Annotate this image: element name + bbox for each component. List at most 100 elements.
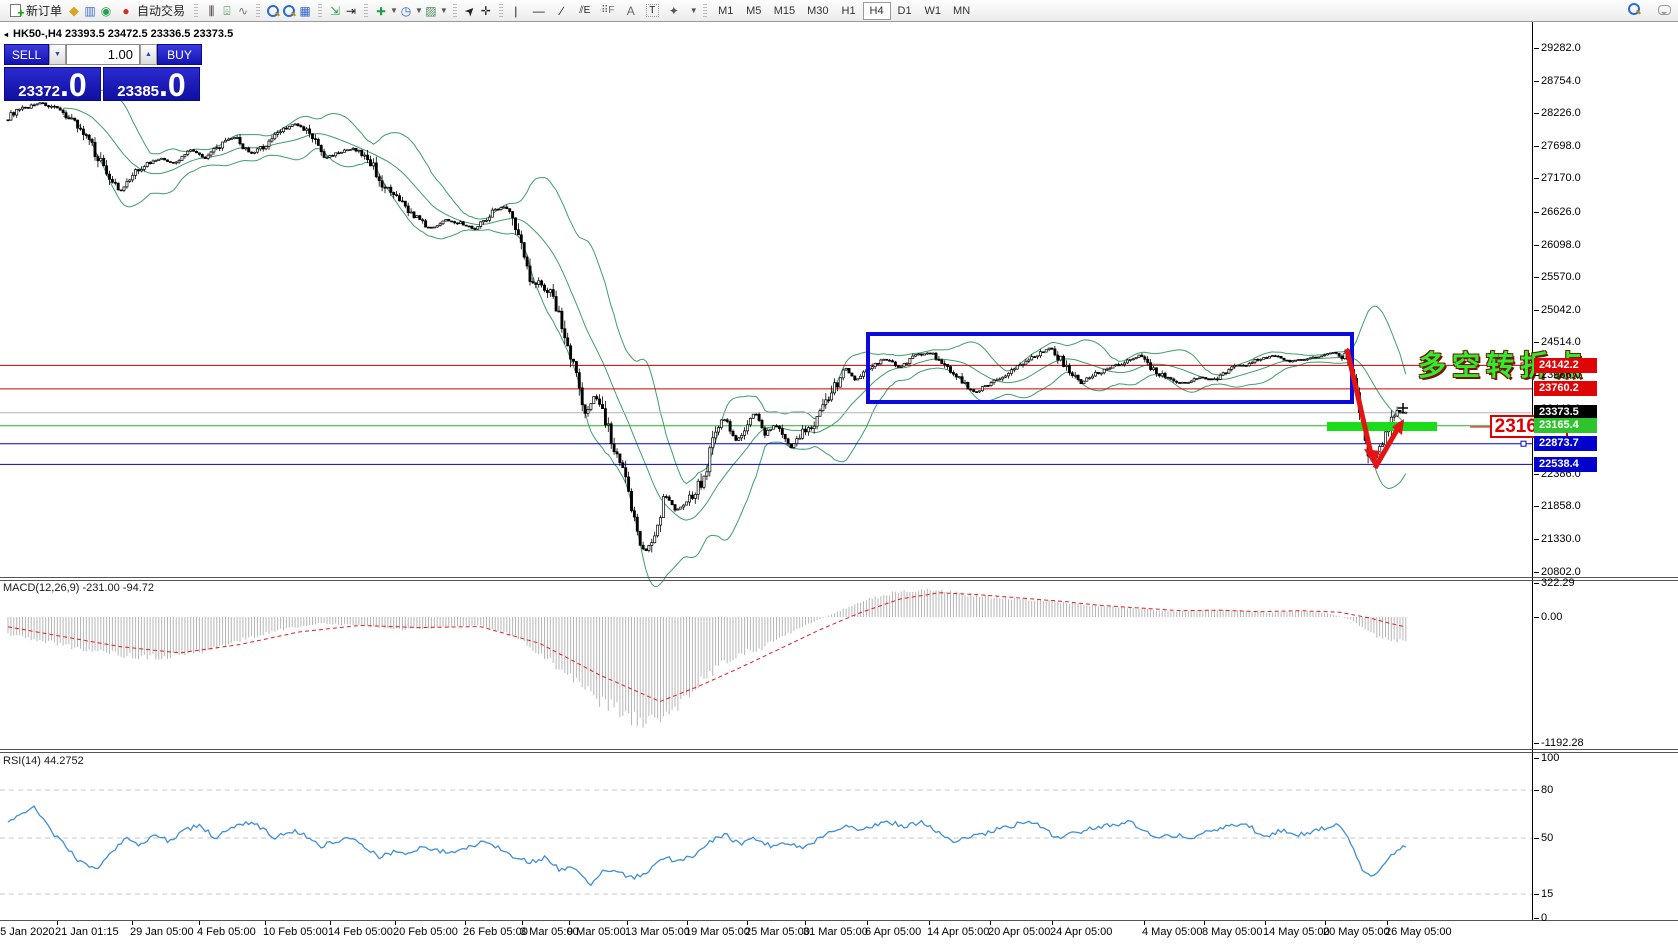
arrows-icon[interactable]: ✦ <box>668 3 679 18</box>
candle-body <box>1105 368 1109 371</box>
new-order-button[interactable]: 新订单 <box>3 1 66 21</box>
sep-macd-rsi-b[interactable] <box>0 751 1678 753</box>
timeframe-button-d1[interactable]: D1 <box>897 4 912 17</box>
buy-price-display[interactable]: 23385.0 <box>103 67 200 101</box>
timeframe-button-m5[interactable]: M5 <box>746 4 762 17</box>
zoom-out-icon[interactable] <box>281 3 297 19</box>
candle-body <box>931 352 935 355</box>
candle-body <box>1163 373 1167 378</box>
autotrade-button[interactable]: ● 自动交易 <box>114 1 189 21</box>
candle-body <box>386 186 390 189</box>
support-highlight-bar[interactable] <box>1327 422 1437 431</box>
sell-button[interactable]: SELL <box>4 44 49 65</box>
sep-main-macd-a[interactable] <box>0 577 1678 578</box>
candle-body <box>983 385 987 387</box>
candle-body <box>699 480 703 488</box>
candle-body <box>151 160 155 165</box>
candle-body <box>522 242 526 258</box>
timeframe-button-m30[interactable]: M30 <box>807 4 829 17</box>
arrows-dropdown-icon[interactable]: ▼ <box>689 6 698 15</box>
volume-increase-button[interactable]: ▲ <box>140 44 157 65</box>
sep-main-macd-b[interactable] <box>0 579 1678 581</box>
timeframe-button-h1[interactable]: H1 <box>841 4 856 17</box>
candle-body <box>656 524 660 537</box>
candle-body <box>940 359 944 364</box>
chart-window[interactable]: ◂ HK50-,H4 23393.5 23472.5 23336.5 23373… <box>0 22 1678 946</box>
candle-body <box>632 510 636 518</box>
candle-body <box>340 151 343 154</box>
timeframe-button-w1[interactable]: W1 <box>924 4 942 17</box>
sep-macd-rsi-a[interactable] <box>0 749 1678 750</box>
date-tick <box>929 921 930 925</box>
text-label-icon[interactable]: T <box>645 4 659 17</box>
timeframe-button-h4[interactable]: H4 <box>862 1 891 20</box>
chart-shift-icon[interactable]: ⇥ <box>346 3 357 18</box>
candlestick-icon[interactable]: ⌹ <box>223 3 231 18</box>
timeframe-button-m15[interactable]: M15 <box>773 4 796 17</box>
sell-price-display[interactable]: 23372.0 <box>4 67 101 101</box>
timeframe-button-m1[interactable]: M1 <box>718 4 734 17</box>
candle-body <box>650 542 654 546</box>
candle-body <box>276 132 280 135</box>
candle-body <box>934 352 938 360</box>
candle-body <box>247 147 251 153</box>
breakdown-arrow[interactable] <box>1344 348 1375 459</box>
fibonacci-icon[interactable]: ⠿F <box>601 4 615 16</box>
date-label: 9 Mar 05:00 <box>567 926 626 938</box>
sep-dates[interactable] <box>0 920 1678 921</box>
indicators-dropdown-icon[interactable]: ▼ <box>390 6 398 15</box>
candle-body <box>862 371 865 377</box>
periods-dropdown-icon[interactable]: ▼ <box>414 6 423 15</box>
auto-scroll-icon[interactable]: ⇲ <box>330 3 341 18</box>
candle-body <box>957 376 961 379</box>
search-icon[interactable] <box>1626 1 1642 17</box>
date-tick <box>687 921 688 925</box>
candle-body <box>743 430 747 436</box>
templates-icon[interactable]: ▨ <box>425 3 437 18</box>
candle-body <box>641 544 645 550</box>
candle-body <box>145 162 149 167</box>
trendline-icon[interactable]: ∕ <box>560 3 563 18</box>
market-watch-icon[interactable]: ▥ <box>84 3 96 18</box>
signals-icon[interactable]: ◉ <box>100 3 112 18</box>
candle-body <box>638 530 642 546</box>
line-chart-icon[interactable]: ∿ <box>238 3 249 18</box>
candle-body <box>1117 364 1121 367</box>
zoom-in-icon[interactable] <box>265 3 281 19</box>
candle-body <box>61 109 65 114</box>
candle-body <box>598 398 602 405</box>
equidistant-channel-icon[interactable]: ⫽E <box>579 4 591 16</box>
chat-icon[interactable] <box>1656 1 1672 17</box>
crosshair-icon[interactable]: ✛ <box>480 3 491 18</box>
bar-chart-icon[interactable]: ⫼ <box>208 3 215 18</box>
candle-body <box>580 387 584 406</box>
candle-body <box>38 102 42 105</box>
level-line-anchor[interactable] <box>1520 362 1527 369</box>
indicators-icon[interactable]: 🞥 <box>376 3 386 18</box>
volume-decrease-button[interactable]: ▼ <box>49 44 66 65</box>
candle-body <box>1056 354 1060 361</box>
buy-button[interactable]: BUY <box>157 44 202 65</box>
candle-body <box>26 107 30 109</box>
candle-body <box>554 296 558 312</box>
level-line-anchor[interactable] <box>1520 440 1527 447</box>
candle-body <box>673 504 677 511</box>
price-chart-canvas[interactable] <box>0 22 1533 946</box>
candle-body <box>154 160 158 162</box>
vertical-line-icon[interactable]: | <box>514 3 518 18</box>
date-tick <box>522 921 523 925</box>
text-icon[interactable]: A <box>626 3 635 18</box>
candle-body <box>972 389 976 392</box>
volume-input[interactable]: 1.00 <box>66 44 140 65</box>
candle-body <box>255 148 259 153</box>
candle-body <box>273 133 277 140</box>
horizontal-line-icon[interactable]: — <box>532 3 545 18</box>
quotes-icon[interactable]: ◆ <box>69 2 80 18</box>
candle-body <box>1215 378 1219 381</box>
periods-icon[interactable]: ◷ <box>400 3 412 18</box>
templates-dropdown-icon[interactable]: ▼ <box>439 6 448 15</box>
tile-windows-icon[interactable]: ▦ <box>299 3 311 18</box>
timeframe-button-mn[interactable]: MN <box>953 4 971 17</box>
candle-body <box>505 206 509 210</box>
candle-body <box>1230 366 1234 370</box>
